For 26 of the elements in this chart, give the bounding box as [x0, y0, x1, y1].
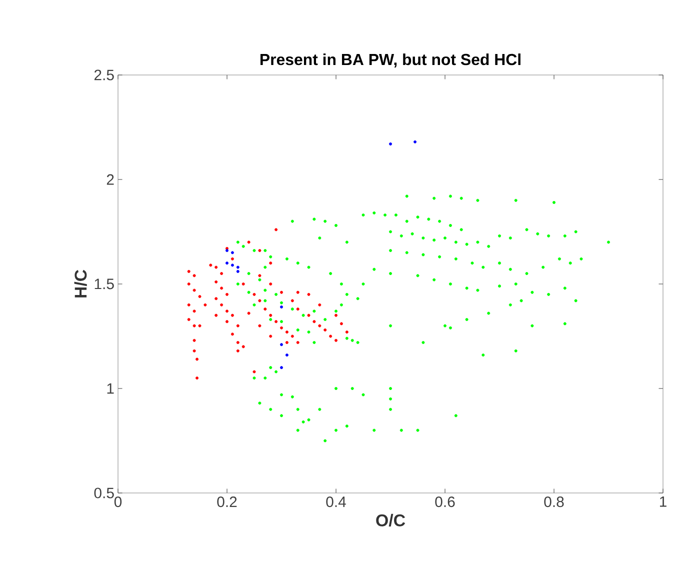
point — [280, 366, 283, 370]
point — [280, 305, 283, 308]
y-tick-label: 2 — [106, 174, 114, 185]
point — [236, 270, 240, 273]
point — [226, 262, 229, 265]
point — [285, 354, 288, 357]
point — [230, 251, 234, 254]
x-tick-label: 0 — [114, 496, 122, 508]
point — [414, 140, 417, 144]
x-tick-label: 0.8 — [544, 496, 564, 508]
x-tick-label: 1 — [660, 496, 666, 507]
x-tick-label: 0.2 — [217, 496, 237, 508]
x-axis-title: O/C — [376, 514, 406, 527]
x-tick-label: 0.4 — [326, 496, 346, 508]
y-axis-title: H/C — [74, 270, 87, 298]
point — [280, 343, 283, 346]
point — [389, 142, 392, 146]
point — [226, 249, 229, 252]
y-tick-label: 1 — [107, 383, 114, 394]
x-tick-label: 0.6 — [435, 496, 455, 508]
y-tick-label: 0.5 — [94, 488, 114, 498]
chart-title: Present in BA PW, but not Sed HCl — [260, 53, 520, 68]
point — [236, 266, 240, 269]
point — [230, 264, 234, 267]
y-tick-label: 1.5 — [94, 278, 114, 290]
y-tick-label: 2.5 — [94, 70, 114, 80]
